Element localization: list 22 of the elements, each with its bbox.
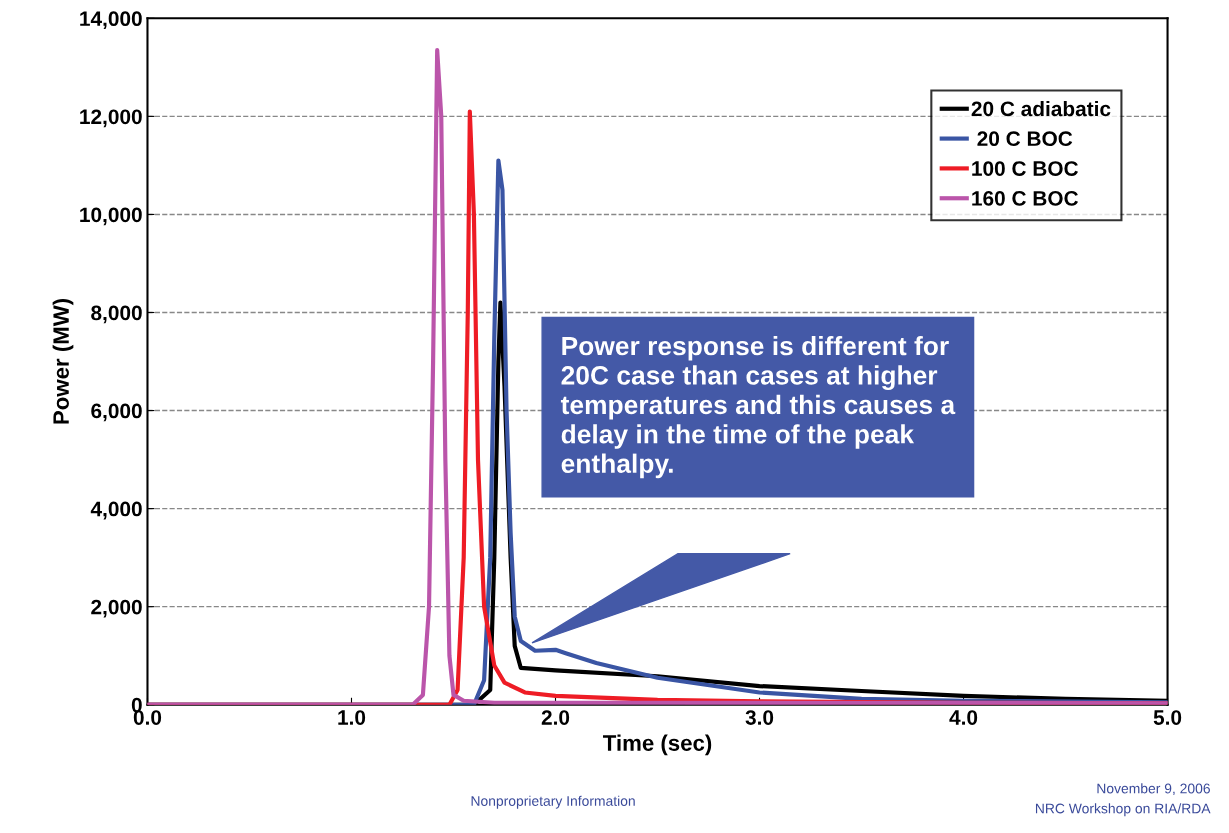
text: November 9, 2006 bbox=[1097, 783, 1210, 796]
y-tick-label: 10,000 bbox=[80, 207, 142, 226]
text: NRC Workshop on RIA/RDA bbox=[1035, 803, 1211, 817]
y-tick-label: 6,000 bbox=[91, 403, 142, 422]
legend-label: 100 C BOC bbox=[972, 161, 1079, 176]
text: Nonproprietary Information bbox=[471, 795, 635, 809]
x-tick-label: 5.0 bbox=[1153, 710, 1182, 725]
y-axis-title: Power (MW) bbox=[52, 299, 74, 424]
x-tick-label: 3.0 bbox=[745, 710, 774, 725]
y-tick-label: 4,000 bbox=[90, 501, 142, 520]
y-tick-label: 8,000 bbox=[91, 305, 142, 324]
y-tick-label: 2,000 bbox=[91, 599, 142, 618]
annotation: Power response is different for 20C case than cases at higher temperatures and this causes a delay in the time of the peak enthalpy. bbox=[560, 335, 956, 479]
x-tick-label: 2.0 bbox=[541, 710, 570, 725]
legend-label: 160 C BOC bbox=[972, 191, 1079, 206]
x-tick-label: 4.0 bbox=[949, 710, 978, 725]
x-tick-label: 1.0 bbox=[338, 710, 366, 725]
y-tick-label: 14,000 bbox=[80, 11, 142, 30]
y-tick-label: 12,000 bbox=[80, 109, 142, 128]
legend-label: 20 C BOC bbox=[977, 131, 1073, 147]
legend-label: 20 C adiabatic bbox=[971, 100, 1111, 117]
x-axis-title: Time (sec) bbox=[603, 734, 712, 756]
